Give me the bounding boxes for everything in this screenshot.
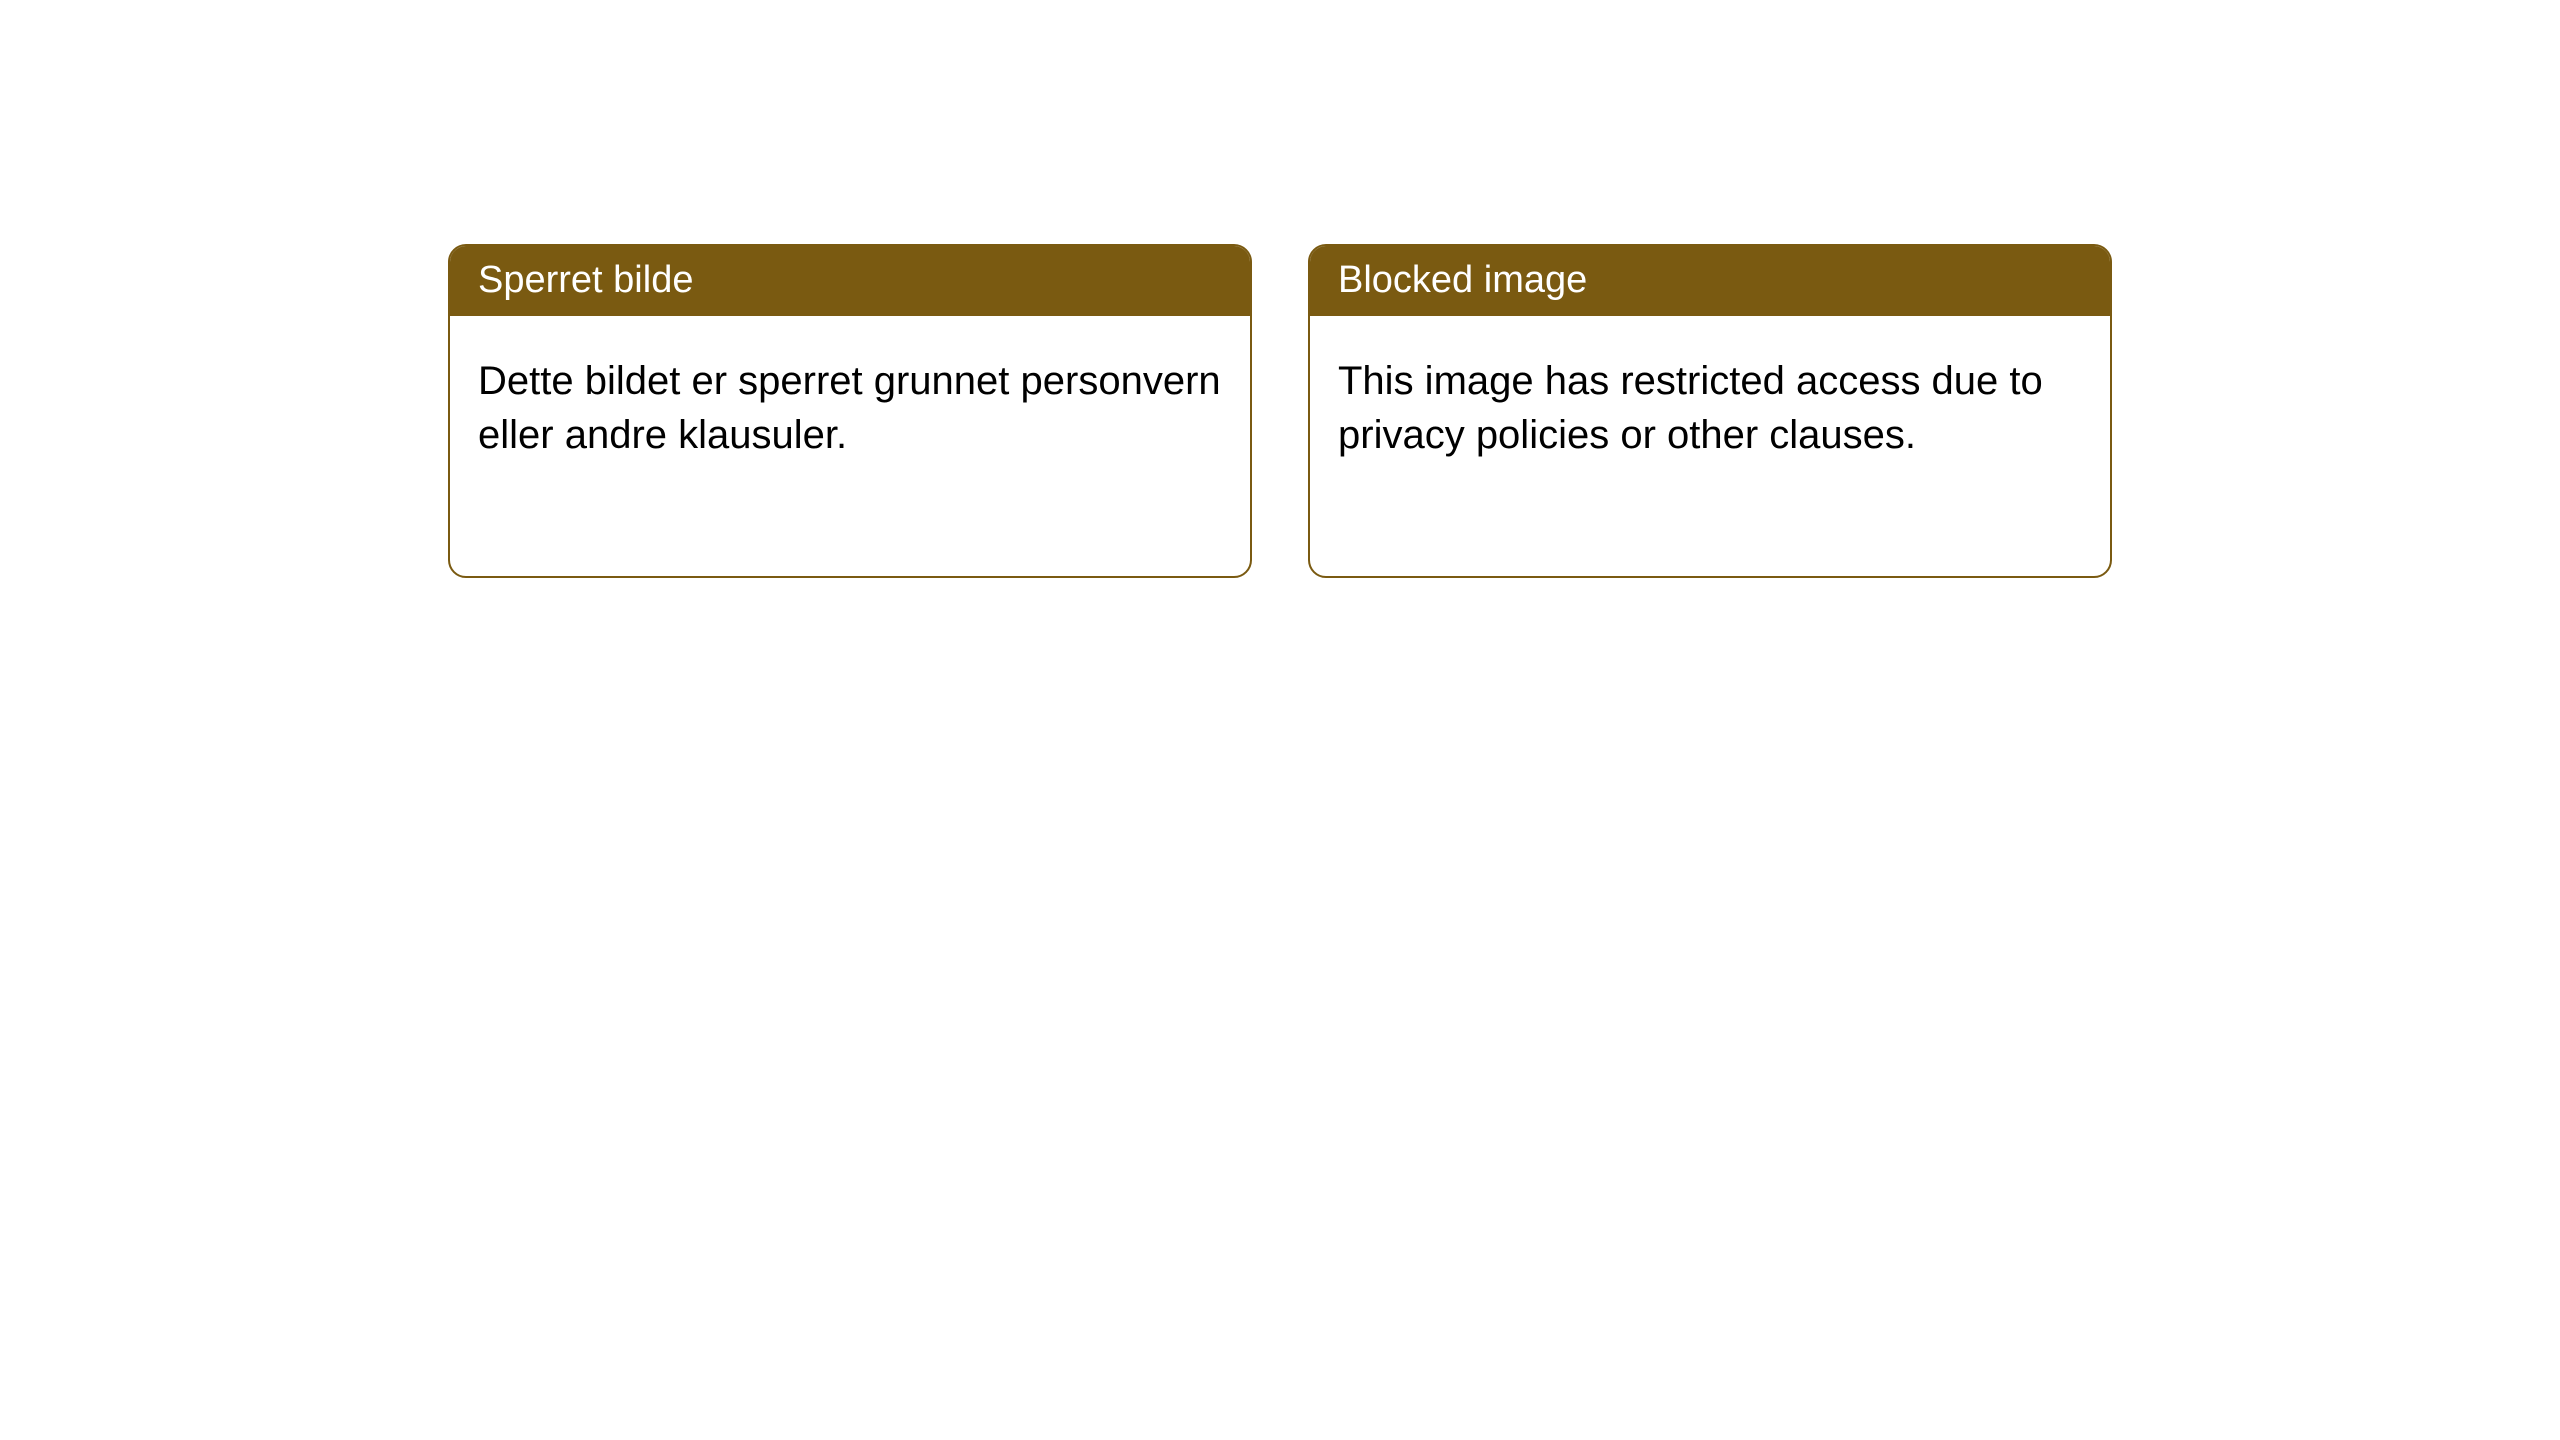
card-title: Blocked image <box>1338 259 1587 301</box>
card-header: Blocked image <box>1310 246 2110 316</box>
notice-card-norwegian: Sperret bilde Dette bildet er sperret gr… <box>448 244 1252 578</box>
card-body-text: Dette bildet er sperret grunnet personve… <box>478 359 1221 457</box>
card-body: This image has restricted access due to … <box>1310 316 2110 500</box>
notice-cards-container: Sperret bilde Dette bildet er sperret gr… <box>448 244 2112 578</box>
card-header: Sperret bilde <box>450 246 1250 316</box>
notice-card-english: Blocked image This image has restricted … <box>1308 244 2112 578</box>
card-body: Dette bildet er sperret grunnet personve… <box>450 316 1250 500</box>
card-body-text: This image has restricted access due to … <box>1338 359 2043 457</box>
card-title: Sperret bilde <box>478 259 693 301</box>
